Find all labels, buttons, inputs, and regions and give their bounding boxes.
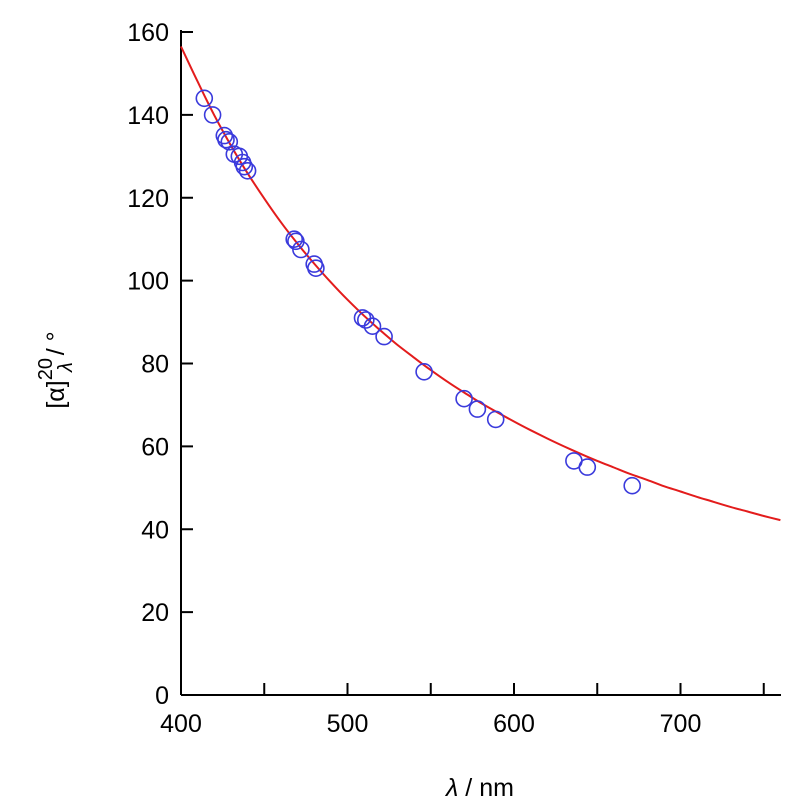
- y-tick-label: 100: [127, 268, 169, 296]
- data-point: [238, 162, 257, 180]
- data-point: [285, 230, 304, 248]
- data-point: [235, 157, 254, 176]
- data-point: [307, 259, 325, 278]
- data-points-layer: [195, 89, 642, 495]
- y-tick-label: 60: [141, 433, 169, 461]
- data-point: [468, 400, 487, 418]
- x-axis-label: λ / nm: [444, 774, 514, 802]
- y-axis-label-subscript: λ: [55, 362, 77, 373]
- fit-curve-layer: [180, 46, 781, 522]
- fit-curve: [180, 46, 781, 522]
- x-axis-label-unit: / nm: [458, 774, 514, 802]
- y-tick-label: 140: [127, 102, 169, 130]
- y-tick-label: 20: [141, 599, 169, 627]
- x-tick-label: 700: [660, 710, 702, 738]
- y-tick-label: 80: [141, 351, 169, 379]
- data-point: [292, 240, 310, 259]
- data-point: [203, 106, 222, 124]
- data-point: [486, 410, 505, 429]
- x-tick-label: 500: [327, 710, 369, 738]
- x-axis-label-symbol: λ: [444, 774, 458, 802]
- data-point: [623, 476, 642, 495]
- y-tick-label: 40: [141, 516, 169, 544]
- data-point: [375, 327, 393, 346]
- axis-labels: λ / nm [α]20λ / °: [35, 331, 514, 802]
- data-point: [363, 317, 382, 336]
- data-point: [455, 389, 473, 408]
- y-axis-label-unit: / °: [42, 331, 70, 362]
- y-axis-label-superscript: 20: [35, 358, 57, 380]
- axes: 0 20 40 60 80 100 120 140 160 400 500 600 700: [127, 19, 781, 738]
- y-axis-label-base: [α]: [42, 380, 70, 408]
- y-axis-label: [α]20λ / °: [35, 331, 77, 408]
- data-point: [217, 130, 235, 149]
- x-tick-label: 600: [493, 710, 535, 738]
- y-tick-label: 160: [127, 19, 169, 47]
- data-point: [195, 89, 214, 108]
- data-point: [415, 362, 433, 381]
- y-tick-label: 120: [127, 185, 169, 213]
- data-point: [356, 311, 375, 329]
- data-point: [220, 133, 239, 151]
- data-point: [230, 147, 249, 166]
- x-tick-label: 400: [160, 710, 202, 738]
- y-tick-label: 0: [155, 682, 169, 710]
- data-point: [578, 458, 597, 476]
